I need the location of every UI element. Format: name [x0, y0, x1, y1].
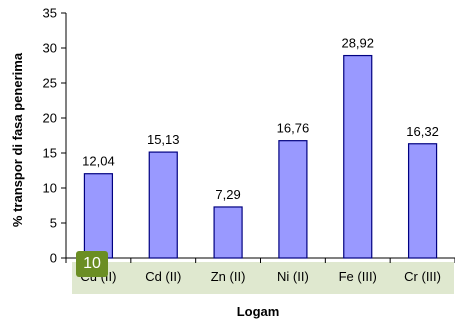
value-label: 12,04 — [82, 154, 115, 169]
y-axis: 0 5 10 15 20 25 30 35 — [43, 6, 67, 266]
y-tick-label: 0 — [50, 251, 57, 266]
x-tick-label: Cr (III) — [404, 269, 441, 284]
y-tick-label: 10 — [43, 181, 57, 196]
bar-zn-ii — [213, 206, 243, 259]
bar-cr-iii — [407, 143, 438, 259]
bar-cd-ii — [148, 151, 178, 259]
value-label: 16,32 — [406, 124, 439, 139]
bar-fe-iii — [343, 54, 373, 259]
bars — [83, 54, 438, 259]
x-tick-label: Fe (III) — [339, 269, 377, 284]
value-label: 16,76 — [277, 121, 310, 136]
x-axis-title: Logam — [237, 304, 280, 319]
value-label: 28,92 — [341, 36, 374, 51]
category-band — [72, 262, 454, 294]
y-tick-label: 20 — [43, 111, 57, 126]
value-label: 15,13 — [147, 132, 180, 147]
value-labels: 12,04 15,13 7,29 16,76 28,92 16,32 — [82, 36, 439, 202]
x-tick-label: Cd (II) — [145, 269, 181, 284]
y-tick-label: 5 — [50, 216, 57, 231]
y-tick-label: 30 — [43, 41, 57, 56]
value-label: 7,29 — [215, 187, 240, 202]
x-tick-label: Zn (II) — [211, 269, 246, 284]
bar-cu-ii — [83, 173, 114, 259]
x-tick-label: Ni (II) — [277, 269, 309, 284]
y-tick-label: 25 — [43, 76, 57, 91]
y-axis-title: % transpor di fasa penerima — [10, 52, 25, 227]
bar-ni-ii — [278, 140, 308, 259]
y-tick-label: 35 — [43, 6, 57, 21]
y-tick-label: 15 — [43, 146, 57, 161]
step-badge: 10 — [76, 251, 108, 277]
